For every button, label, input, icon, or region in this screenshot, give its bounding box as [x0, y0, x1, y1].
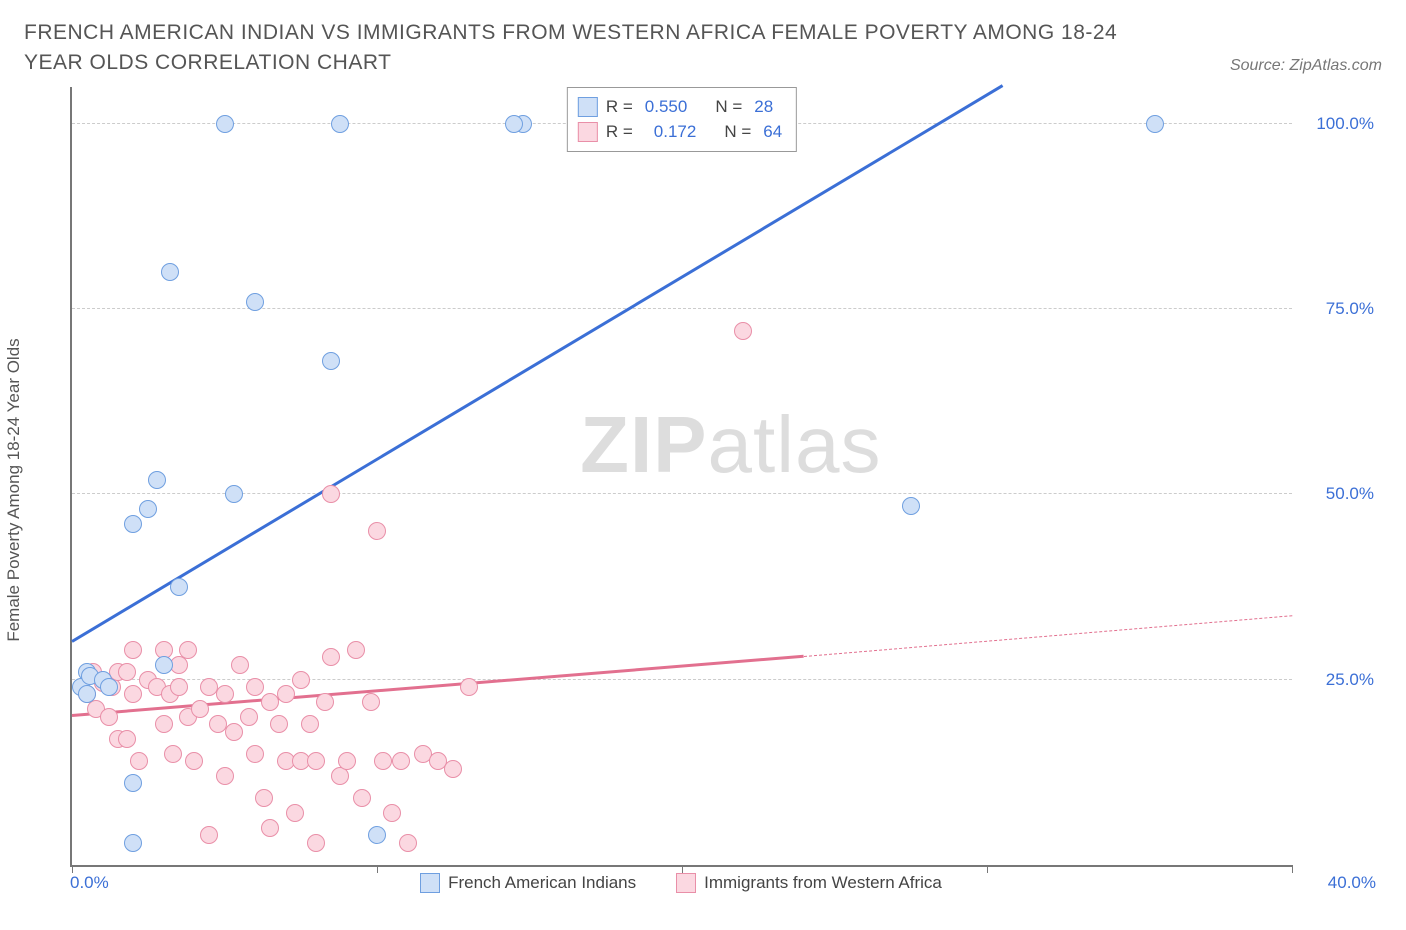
data-point [362, 693, 380, 711]
data-point [307, 834, 325, 852]
data-point [155, 715, 173, 733]
legend-swatch-pink [578, 122, 598, 142]
chart-header: FRENCH AMERICAN INDIAN VS IMMIGRANTS FRO… [24, 18, 1382, 79]
data-point [316, 693, 334, 711]
x-tick-mark [72, 865, 73, 873]
data-point [460, 678, 478, 696]
plot-area: ZIPatlas R = 0.550 N = 28 R = 0.172 N = … [70, 87, 1292, 867]
data-point [170, 678, 188, 696]
data-point [277, 685, 295, 703]
chart-container: Female Poverty Among 18-24 Year Olds ZIP… [24, 87, 1382, 893]
legend-item-pink: Immigrants from Western Africa [676, 873, 942, 893]
data-point [170, 578, 188, 596]
data-point [231, 656, 249, 674]
data-point [200, 826, 218, 844]
y-tick-label: 50.0% [1326, 484, 1374, 504]
x-tick-mark [987, 865, 988, 873]
data-point [100, 708, 118, 726]
data-point [161, 263, 179, 281]
data-point [124, 834, 142, 852]
data-point [216, 685, 234, 703]
y-tick-label: 100.0% [1316, 114, 1374, 134]
data-point [118, 663, 136, 681]
data-point [734, 322, 752, 340]
chart-source: Source: ZipAtlas.com [1230, 57, 1382, 79]
data-point [246, 293, 264, 311]
data-point [118, 730, 136, 748]
data-point [225, 485, 243, 503]
data-point [164, 745, 182, 763]
data-point [1146, 115, 1164, 133]
data-point [255, 789, 273, 807]
x-tick-mark [682, 865, 683, 873]
legend-swatch-blue [578, 97, 598, 117]
data-point [100, 678, 118, 696]
data-point [338, 752, 356, 770]
x-tick-label: 0.0% [70, 873, 109, 893]
data-point [185, 752, 203, 770]
data-point [322, 648, 340, 666]
data-point [368, 522, 386, 540]
data-point [331, 115, 349, 133]
x-tick-label: 40.0% [1328, 873, 1376, 893]
correlation-legend: R = 0.550 N = 28 R = 0.172 N = 64 [567, 87, 797, 152]
data-point [383, 804, 401, 822]
data-point [270, 715, 288, 733]
data-point [322, 485, 340, 503]
data-point [179, 641, 197, 659]
legend-swatch-pink-icon [676, 873, 696, 893]
data-point [399, 834, 417, 852]
data-point [301, 715, 319, 733]
data-point [374, 752, 392, 770]
data-point [368, 826, 386, 844]
legend-swatch-blue-icon [420, 873, 440, 893]
data-point [225, 723, 243, 741]
data-point [216, 767, 234, 785]
data-point [155, 656, 173, 674]
watermark: ZIPatlas [580, 399, 881, 491]
data-point [130, 752, 148, 770]
legend-row-blue: R = 0.550 N = 28 [578, 94, 782, 120]
y-tick-label: 25.0% [1326, 670, 1374, 690]
data-point [246, 678, 264, 696]
data-point [78, 685, 96, 703]
regression-line [804, 616, 1292, 658]
data-point [246, 745, 264, 763]
data-point [124, 774, 142, 792]
data-point [307, 752, 325, 770]
data-point [124, 641, 142, 659]
data-point [902, 497, 920, 515]
data-point [505, 115, 523, 133]
data-point [191, 700, 209, 718]
data-point [124, 685, 142, 703]
series-legend: French American Indians Immigrants from … [70, 873, 1292, 893]
data-point [216, 115, 234, 133]
legend-item-blue: French American Indians [420, 873, 636, 893]
data-point [292, 671, 310, 689]
x-tick-mark [377, 865, 378, 873]
data-point [353, 789, 371, 807]
data-point [240, 708, 258, 726]
y-tick-label: 75.0% [1326, 299, 1374, 319]
data-point [322, 352, 340, 370]
chart-title: FRENCH AMERICAN INDIAN VS IMMIGRANTS FRO… [24, 18, 1144, 79]
gridline [72, 493, 1292, 494]
legend-row-pink: R = 0.172 N = 64 [578, 119, 782, 145]
data-point [444, 760, 462, 778]
data-point [261, 819, 279, 837]
data-point [286, 804, 304, 822]
data-point [392, 752, 410, 770]
regression-line [71, 84, 1003, 642]
data-point [148, 471, 166, 489]
y-axis-label: Female Poverty Among 18-24 Year Olds [4, 338, 24, 641]
data-point [347, 641, 365, 659]
x-tick-mark [1292, 865, 1293, 873]
data-point [124, 515, 142, 533]
data-point [139, 500, 157, 518]
